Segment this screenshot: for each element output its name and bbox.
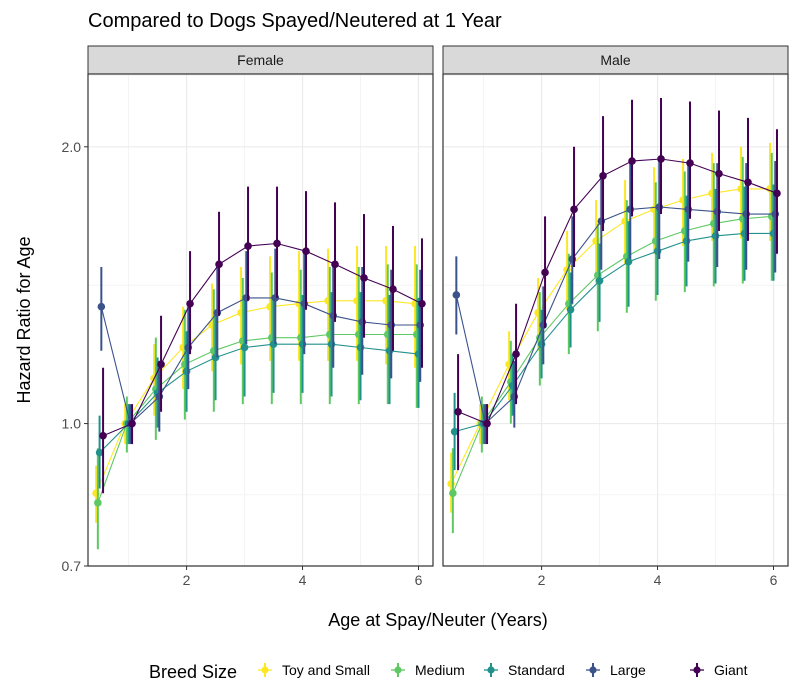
x-tick-label: 6 [770,572,778,588]
legend-item-standard: Standard [484,662,565,678]
series-giant-male [454,97,781,471]
x-tick-label: 6 [415,572,423,588]
series-standard-male [450,184,778,471]
legend: Breed Size Toy and Small Medium Standard La… [149,662,748,682]
panel-border-female [87,73,434,567]
data-point-giant [454,407,462,416]
x-axis-male: 2 4 6 [538,566,778,588]
series-standard-female [95,292,423,489]
data-point-medium [449,489,457,497]
legend-item-medium: Medium [391,662,465,678]
strip-label-female: Female [237,52,284,68]
x-tick-label: 2 [183,572,191,588]
data-point-giant [773,189,781,198]
data-point-standard [450,427,459,436]
data-point-standard [95,448,104,457]
data-point-giant [570,205,578,214]
data-point-giant [244,242,252,250]
data-point-giant [541,268,549,277]
data-point-medium [94,499,102,507]
series-line-large [100,297,421,425]
y-tick-label: 0.7 [62,558,82,574]
legend-key-point [487,666,495,674]
data-point-giant [686,159,694,167]
data-point-large [97,302,106,311]
panel-male: Male 2 4 6 [442,45,789,588]
legend-key-point [589,666,597,674]
legend-item-large: Large [586,662,646,678]
data-point-giant [273,239,281,248]
series-line-giant [457,158,778,425]
marks-male [447,97,781,534]
series-line-standard [454,232,774,433]
panel-background-female [88,74,433,566]
legend-label-toy-and-small: Toy and Small [282,662,370,678]
data-point-large [452,291,461,299]
series-giant-female [99,186,426,494]
legend-label-medium: Medium [415,662,465,678]
legend-label-standard: Standard [508,662,565,678]
data-point-giant [331,260,339,269]
x-tick-label: 4 [299,572,307,588]
data-point-standard [240,343,249,352]
y-tick-label: 2.0 [62,139,82,155]
legend-label-giant: Giant [714,662,748,678]
panel-border-male [442,73,789,567]
data-point-standard [595,276,604,285]
series-line-standard [99,343,419,453]
data-point-giant [512,350,520,358]
y-axis: 0.7 1.0 2.0 [62,139,88,574]
marks-female [92,186,426,550]
data-point-giant [744,178,752,187]
data-point-giant [360,274,368,282]
data-point-giant [128,419,136,428]
series-toy-and-small-male [447,142,774,513]
grid-male [443,74,788,567]
legend-title: Breed Size [149,662,237,682]
data-point-giant [302,247,310,255]
data-point-giant [186,299,194,308]
series-line-large [455,206,776,425]
data-point-standard [566,305,575,314]
data-point-giant [99,431,107,440]
x-axis-female: 2 4 6 [183,566,423,588]
y-axis-title: Hazard Ratio for Age [14,236,34,403]
x-tick-label: 2 [538,572,546,588]
legend-item-giant: Giant [690,662,748,678]
data-point-giant [657,155,665,163]
legend-key-point [394,666,402,674]
strip-female [87,45,434,75]
data-point-giant [715,169,723,178]
legend-key-point [693,666,701,674]
series-toy-and-small-female [92,246,419,523]
x-tick-label: 4 [654,572,662,588]
legend-items: Toy and Small Medium Standard Large Giant [258,662,748,678]
data-point-giant [483,419,491,428]
strip-label-male: Male [600,52,631,68]
legend-key-point [261,666,269,674]
series-line-giant [102,242,423,437]
data-point-giant [628,157,636,165]
data-point-giant [215,260,223,269]
panel-background-male [443,74,788,566]
panel-female: Female 2 4 6 [87,45,434,588]
data-point-standard [624,257,633,266]
legend-label-large: Large [610,662,646,678]
data-point-giant [418,299,426,308]
x-axis-title: Age at Spay/Neuter (Years) [328,610,547,630]
chart-title: Compared to Dogs Spayed/Neutered at 1 Ye… [88,10,502,32]
data-point-giant [599,171,607,180]
y-tick-label: 1.0 [62,416,82,432]
legend-item-toy-and-small: Toy and Small [258,662,370,678]
data-point-giant [157,360,165,369]
data-point-giant [389,285,397,294]
grid-female [88,74,433,567]
